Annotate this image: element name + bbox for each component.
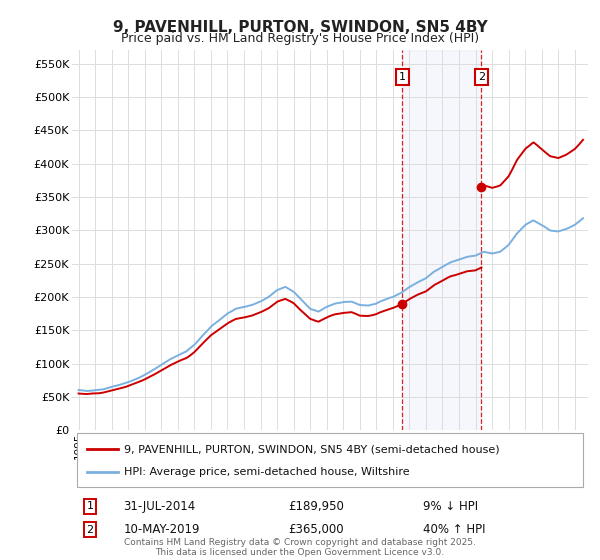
- Text: HPI: Average price, semi-detached house, Wiltshire: HPI: Average price, semi-detached house,…: [124, 466, 409, 477]
- Text: £189,950: £189,950: [289, 500, 344, 512]
- Text: 1: 1: [399, 72, 406, 82]
- Text: 2: 2: [86, 525, 94, 535]
- Text: 9, PAVENHILL, PURTON, SWINDON, SN5 4BY (semi-detached house): 9, PAVENHILL, PURTON, SWINDON, SN5 4BY (…: [124, 444, 499, 454]
- Text: £365,000: £365,000: [289, 523, 344, 536]
- Text: 1: 1: [86, 501, 94, 511]
- Text: Price paid vs. HM Land Registry's House Price Index (HPI): Price paid vs. HM Land Registry's House …: [121, 32, 479, 45]
- Text: Contains HM Land Registry data © Crown copyright and database right 2025.
This d: Contains HM Land Registry data © Crown c…: [124, 538, 476, 557]
- Bar: [403, 50, 481, 430]
- Text: 31-JUL-2014: 31-JUL-2014: [124, 500, 196, 512]
- FancyBboxPatch shape: [77, 432, 583, 487]
- Text: 40% ↑ HPI: 40% ↑ HPI: [423, 523, 485, 536]
- Text: 10-MAY-2019: 10-MAY-2019: [124, 523, 200, 536]
- Text: 9% ↓ HPI: 9% ↓ HPI: [423, 500, 478, 512]
- Text: 9, PAVENHILL, PURTON, SWINDON, SN5 4BY: 9, PAVENHILL, PURTON, SWINDON, SN5 4BY: [113, 20, 487, 35]
- Text: 2: 2: [478, 72, 485, 82]
